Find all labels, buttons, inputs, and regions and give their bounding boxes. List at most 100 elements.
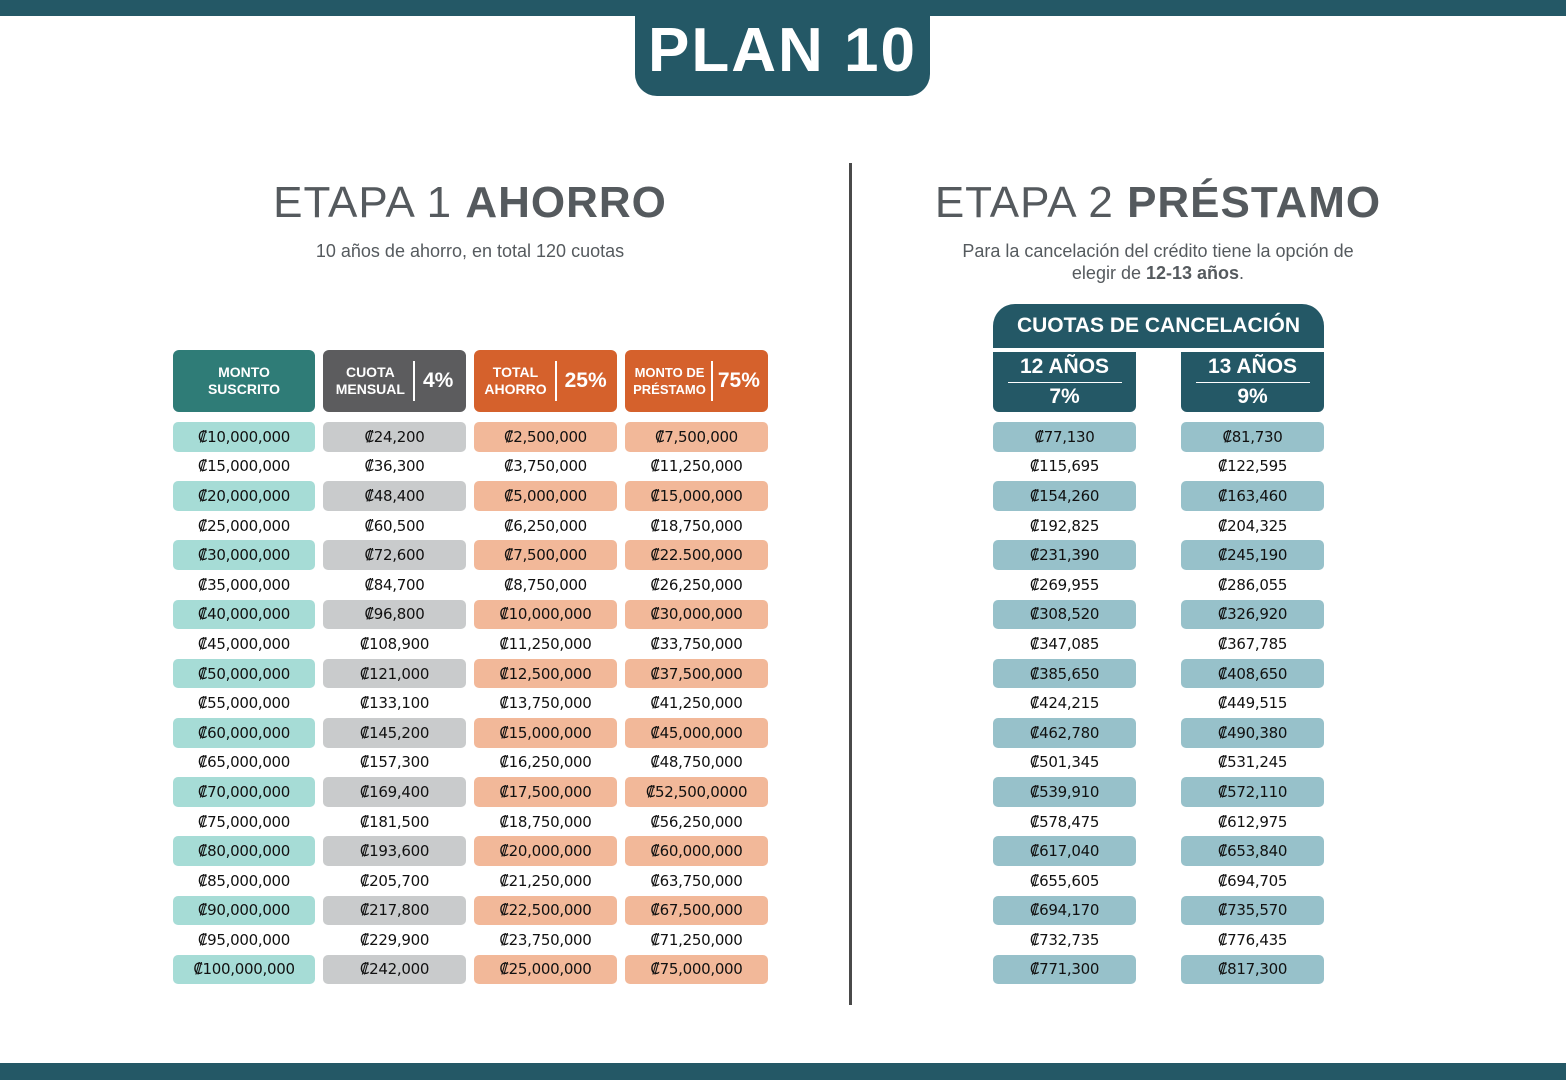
table-cell: ₡157,300 bbox=[359, 753, 430, 772]
column-12-anos: ₡77,130 ₡115,695 ₡154,260 ₡192,825 ₡231,390 ₡… bbox=[993, 422, 1136, 985]
header-underline bbox=[1007, 382, 1122, 383]
table-cell: ₡217,800 bbox=[323, 895, 466, 926]
table-cell: ₡71,250,000 bbox=[650, 930, 743, 949]
table-cell: ₡16,250,000 bbox=[499, 753, 592, 772]
table-cell: ₡6,250,000 bbox=[504, 516, 587, 535]
header-underline bbox=[1195, 382, 1310, 383]
header-separator bbox=[412, 361, 415, 401]
header-13-anos: 13 AÑOS 9% bbox=[1181, 352, 1324, 412]
table-cell: ₡13,750,000 bbox=[499, 694, 592, 713]
table-cell: ₡26,250,000 bbox=[650, 575, 743, 594]
table-cell: ₡326,920 bbox=[1181, 599, 1324, 630]
table-cell: ₡771,300 bbox=[993, 954, 1136, 985]
cuota-label-2: MENSUAL bbox=[335, 381, 405, 397]
stage1-title-bold: AHORRO bbox=[465, 178, 667, 227]
table-cell: ₡36,300 bbox=[364, 457, 425, 476]
table-cell: ₡55,000,000 bbox=[197, 694, 291, 713]
table-cell: ₡11,250,000 bbox=[650, 457, 743, 476]
table-cell: ₡84,700 bbox=[364, 575, 425, 594]
table-cell: ₡735,570 bbox=[1181, 895, 1324, 926]
cuotas-cancelacion-header: CUOTAS DE CANCELACIÓN bbox=[993, 304, 1324, 348]
table-cell: ₡48,750,000 bbox=[650, 753, 743, 772]
years-12-label: 12 AÑOS bbox=[1019, 355, 1110, 378]
stage2-subtitle-years: 12-13 años bbox=[1145, 263, 1240, 283]
table-cell: ₡490,380 bbox=[1181, 717, 1324, 748]
table-cell: ₡121,000 bbox=[323, 658, 466, 689]
table-cell: ₡245,190 bbox=[1181, 540, 1324, 570]
table-cell: ₡100,000,000 bbox=[173, 954, 315, 985]
table-cell: ₡60,000,000 bbox=[625, 836, 768, 866]
header-separator bbox=[554, 361, 557, 401]
column-total-ahorro: ₡2,500,000 ₡3,750,000 ₡5,000,000 ₡6,250,000… bbox=[474, 422, 617, 985]
column-monto-prestamo: ₡7,500,000 ₡11,250,000 ₡15,000,000 ₡18,750,… bbox=[625, 422, 768, 985]
table-cell: ₡21,250,000 bbox=[499, 871, 592, 890]
table-cell: ₡18,750,000 bbox=[499, 812, 592, 831]
table-cell: ₡85,000,000 bbox=[197, 871, 291, 890]
table-cell: ₡30,000,000 bbox=[173, 540, 315, 570]
vertical-divider bbox=[849, 163, 852, 1005]
table-cell: ₡77,130 bbox=[993, 422, 1136, 452]
table-cell: ₡539,910 bbox=[993, 777, 1136, 807]
table-cell: ₡424,215 bbox=[1029, 694, 1100, 713]
table-cell: ₡45,000,000 bbox=[197, 634, 291, 653]
table-cell: ₡776,435 bbox=[1217, 930, 1288, 949]
stage1-title: ETAPA 1 AHORRO bbox=[170, 178, 770, 234]
table-cell: ₡12,500,000 bbox=[474, 658, 617, 689]
table-cell: ₡617,040 bbox=[993, 836, 1136, 866]
table-cell: ₡15,000,000 bbox=[625, 481, 768, 511]
table-cell: ₡193,600 bbox=[323, 836, 466, 866]
table-cell: ₡17,500,000 bbox=[474, 777, 617, 807]
table-cell: ₡24,200 bbox=[323, 422, 466, 452]
table-cell: ₡50,000,000 bbox=[173, 658, 315, 689]
table-cell: ₡20,000,000 bbox=[474, 836, 617, 866]
prestamo-label-2: PRÉSTAMO bbox=[633, 382, 706, 397]
stage2-subtitle-line2-pre: elegir de bbox=[1071, 263, 1146, 283]
column-monto-suscrito: ₡10,000,000 ₡15,000,000 ₡20,000,000 ₡25,000… bbox=[173, 422, 315, 985]
ahorro-label-2: AHORRO bbox=[484, 381, 547, 397]
monto-label-2: SUSCRITO bbox=[207, 381, 281, 397]
table-cell: ₡817,300 bbox=[1181, 954, 1324, 985]
table-cell: ₡3,750,000 bbox=[504, 457, 587, 476]
table-cell: ₡5,000,000 bbox=[474, 481, 617, 511]
table-cell: ₡25,000,000 bbox=[474, 954, 617, 985]
stage2-title-light: ETAPA 2 bbox=[934, 178, 1128, 227]
table-cell: ₡531,245 bbox=[1217, 753, 1288, 772]
table-cell: ₡462,780 bbox=[993, 717, 1136, 748]
table-cell: ₡11,250,000 bbox=[499, 634, 592, 653]
table-cell: ₡23,750,000 bbox=[499, 930, 592, 949]
table-cell: ₡41,250,000 bbox=[650, 694, 743, 713]
plan-title: PLAN 10 bbox=[635, 0, 930, 96]
table-cell: ₡40,000,000 bbox=[173, 599, 315, 630]
cuota-label-1: CUOTA bbox=[345, 364, 395, 380]
header-cuota-mensual: CUOTA MENSUAL 4% bbox=[323, 350, 466, 412]
table-cell: ₡10,000,000 bbox=[474, 599, 617, 630]
table-cell: ₡145,200 bbox=[323, 717, 466, 748]
table-cell: ₡60,000,000 bbox=[173, 717, 315, 748]
stage2-subtitle-line1: Para la cancelación del crédito tiene la… bbox=[962, 241, 1354, 261]
table-cell: ₡22.500,000 bbox=[625, 540, 768, 570]
table-cell: ₡33,750,000 bbox=[650, 634, 743, 653]
table-cell: ₡72,600 bbox=[323, 540, 466, 570]
table-cell: ₡45,000,000 bbox=[625, 717, 768, 748]
table-cell: ₡75,000,000 bbox=[625, 954, 768, 985]
ahorro-label-1: TOTAL bbox=[492, 364, 539, 380]
table-cell: ₡60,500 bbox=[364, 516, 425, 535]
table-cell: ₡347,085 bbox=[1029, 634, 1100, 653]
table-cell: ₡96,800 bbox=[323, 599, 466, 630]
table-cell: ₡205,700 bbox=[359, 871, 430, 890]
table-cell: ₡163,460 bbox=[1181, 481, 1324, 511]
prestamo-label-1: MONTO DE bbox=[634, 365, 705, 380]
column-13-anos: ₡81,730 ₡122,595 ₡163,460 ₡204,325 ₡245,190 ₡… bbox=[1181, 422, 1324, 985]
table-cell: ₡52,500,0000 bbox=[625, 777, 768, 807]
table-cell: ₡231,390 bbox=[993, 540, 1136, 570]
table-cell: ₡269,955 bbox=[1029, 575, 1100, 594]
stage2-subtitle: Para la cancelación del crédito tiene la… bbox=[858, 240, 1458, 284]
table-cell: ₡67,500,000 bbox=[625, 895, 768, 926]
header-monto-prestamo: MONTO DE PRÉSTAMO 75% bbox=[625, 350, 768, 412]
years-13-pct: 9% bbox=[1237, 385, 1268, 408]
table-cell: ₡56,250,000 bbox=[650, 812, 743, 831]
table-cell: ₡90,000,000 bbox=[173, 895, 315, 926]
table-cell: ₡578,475 bbox=[1029, 812, 1100, 831]
cuota-pct: 4% bbox=[422, 369, 454, 392]
table-cell: ₡181,500 bbox=[359, 812, 430, 831]
